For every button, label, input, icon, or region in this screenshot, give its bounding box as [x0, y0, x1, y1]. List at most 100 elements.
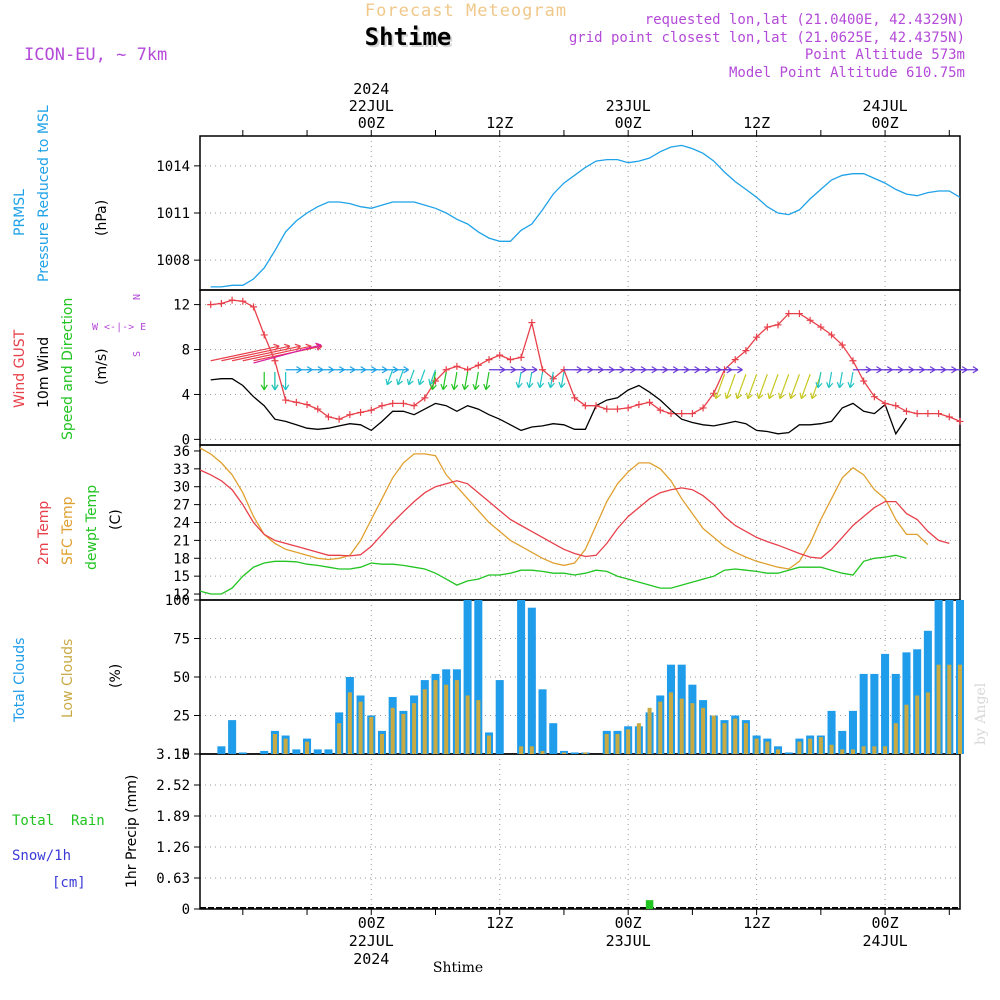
- time-label-bottom-4-0: 00Z: [872, 914, 899, 932]
- gust-marker: [828, 331, 836, 339]
- gust-marker: [207, 301, 215, 309]
- wind-direction-arrow: [417, 369, 426, 386]
- low-cloud-bar: [893, 723, 898, 754]
- total-cloud-bar: [527, 607, 536, 754]
- low-cloud-bar: [872, 746, 877, 754]
- time-label-top-0-0: 2024: [353, 80, 389, 98]
- gust-marker: [870, 393, 878, 401]
- gust-marker: [367, 406, 375, 414]
- ytick-label-temp-1: 15: [173, 569, 190, 585]
- gust-marker: [571, 394, 579, 402]
- prmsl-labels: PRMSL Pressure Reduced to MSL (hPa): [12, 105, 110, 282]
- wind-direction-arrow: [815, 371, 823, 389]
- panel-frame-wind: [199, 289, 961, 446]
- total-cloud-bar: [463, 600, 472, 754]
- grid-point-coords: grid point closest lon,lat (21.0625E, 42…: [569, 30, 965, 46]
- time-label-bottom-0-0: 00Z: [358, 914, 385, 932]
- model-point-altitude: Model Point Altitude 610.75m: [729, 65, 965, 81]
- precip-label-rain: Total Rain: [12, 813, 105, 829]
- ytick-label-precip-3: 1.89: [156, 809, 190, 825]
- gust-marker: [581, 402, 589, 410]
- ytick-label-precip-2: 1.26: [156, 840, 190, 856]
- wind-direction-arrow: [429, 371, 437, 391]
- low-cloud-bar: [915, 695, 920, 754]
- low-cloud-bar: [379, 733, 384, 754]
- total-cloud-bar: [260, 750, 269, 754]
- prmsl-label-2: Pressure Reduced to MSL: [36, 105, 52, 282]
- gust-marker: [378, 402, 386, 410]
- gust-marker: [239, 297, 247, 305]
- total-cloud-bar: [538, 689, 547, 754]
- total-cloud-bar: [292, 749, 301, 754]
- gust-marker: [292, 398, 300, 406]
- gust-marker: [228, 296, 236, 304]
- wind-direction-arrow: [826, 371, 834, 389]
- rain-bar: [645, 900, 654, 909]
- wind-direction-arrow: [788, 374, 801, 400]
- gust-marker: [303, 401, 311, 409]
- prmsl-label-1: PRMSL: [12, 189, 28, 236]
- ytick-label-wind-1: 4: [182, 387, 190, 403]
- wind-direction-arrow: [271, 371, 279, 391]
- low-cloud-bar: [904, 704, 909, 754]
- wind-direction-arrow: [558, 371, 566, 389]
- temp-label-2: SFC Temp: [60, 496, 76, 565]
- low-cloud-bar: [583, 752, 588, 754]
- low-cloud-bar: [540, 750, 545, 754]
- wind-direction-arrow: [253, 342, 322, 364]
- gust-marker: [453, 362, 461, 370]
- wind-direction-arrow: [724, 366, 743, 374]
- gust-marker: [838, 341, 846, 349]
- gust-marker: [431, 377, 439, 385]
- ytick-label-precip-0: 0: [182, 902, 190, 918]
- gust-marker: [678, 410, 686, 418]
- low-cloud-bar: [487, 735, 492, 754]
- wind-direction-arrow: [260, 371, 268, 391]
- low-cloud-bar: [422, 689, 427, 754]
- gust-marker: [881, 399, 889, 407]
- temp-label-1: 2m Temp: [36, 501, 52, 565]
- ytick-label-clouds-4: 100: [165, 593, 190, 609]
- gust-marker: [517, 353, 525, 361]
- low-cloud-bar: [711, 715, 716, 754]
- low-cloud-bar: [283, 738, 288, 754]
- wind-direction-arrow: [778, 374, 790, 400]
- gust-marker: [774, 321, 782, 329]
- temp-labels: 2m Temp SFC Temp dewpt Temp (C): [36, 485, 124, 570]
- precip-labels: Total Rain Snow/1h [cm] 1hr Precip (mm): [12, 775, 140, 891]
- location-title-front: Shtime: [365, 23, 452, 51]
- low-cloud-bar: [390, 707, 395, 754]
- wind-direction-arrow: [537, 371, 545, 389]
- low-cloud-bar: [679, 698, 684, 754]
- gust-marker: [956, 417, 964, 425]
- gust-marker: [913, 410, 921, 418]
- time-label-top-2-1: 00Z: [615, 114, 642, 132]
- low-cloud-bar: [272, 733, 277, 754]
- wind-direction-arrow: [472, 371, 480, 391]
- low-cloud-bar: [358, 701, 363, 754]
- low-cloud-bar: [690, 703, 695, 754]
- wind-direction-arrow: [724, 374, 736, 400]
- low-cloud-bar: [818, 737, 823, 754]
- low-cloud-bar: [476, 700, 481, 754]
- wind-label-2: 10m Wind: [36, 337, 52, 408]
- time-label-bottom-4-1: 24JUL: [862, 932, 907, 950]
- wind-direction-arrow: [451, 371, 459, 391]
- total-cloud-bar: [559, 750, 568, 754]
- gust-marker: [410, 402, 418, 410]
- low-cloud-bar: [776, 749, 781, 754]
- low-cloud-bar: [722, 723, 727, 754]
- dewpt-temp-line: [199, 554, 907, 595]
- gust-marker: [763, 323, 771, 331]
- low-cloud-bar: [861, 746, 866, 754]
- total-cloud-bar: [324, 749, 333, 754]
- gust-marker: [250, 303, 258, 311]
- time-label-bottom-2-0: 00Z: [615, 914, 642, 932]
- gust-marker: [603, 405, 611, 413]
- gust-marker: [710, 389, 718, 397]
- total-cloud-bar: [902, 652, 911, 754]
- wind-speed-line: [210, 378, 908, 436]
- precip-label-snow: Snow/1h: [12, 848, 71, 864]
- ytick-label-temp-2: 18: [173, 551, 190, 567]
- sfc-temp-line: [199, 447, 929, 570]
